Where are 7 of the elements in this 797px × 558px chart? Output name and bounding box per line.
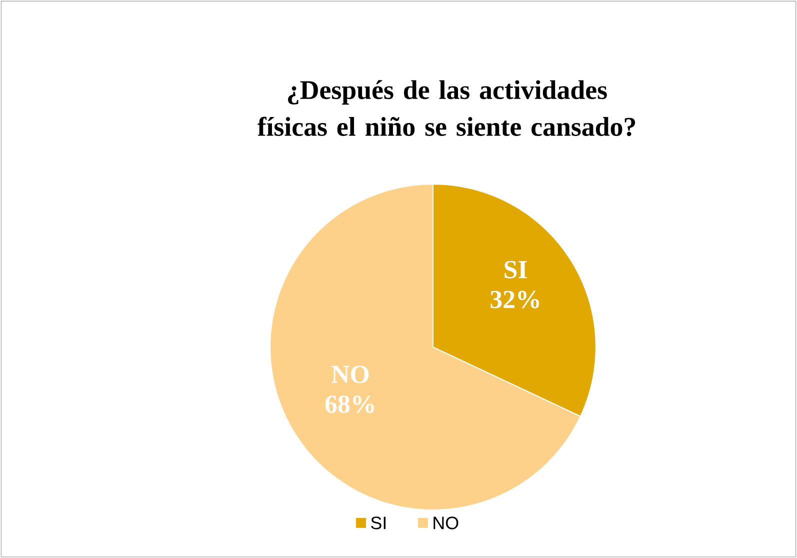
chart-title: ¿Después de las actividades físicas el niño se siente cansado? [257, 80, 636, 136]
data-label: 32% [490, 290, 540, 308]
legend-label: NO [434, 516, 458, 530]
slice-label: NO [332, 366, 369, 384]
legend-label: SI [371, 516, 386, 530]
data-label: 68% [325, 395, 374, 414]
slice-label: SI [504, 260, 527, 278]
